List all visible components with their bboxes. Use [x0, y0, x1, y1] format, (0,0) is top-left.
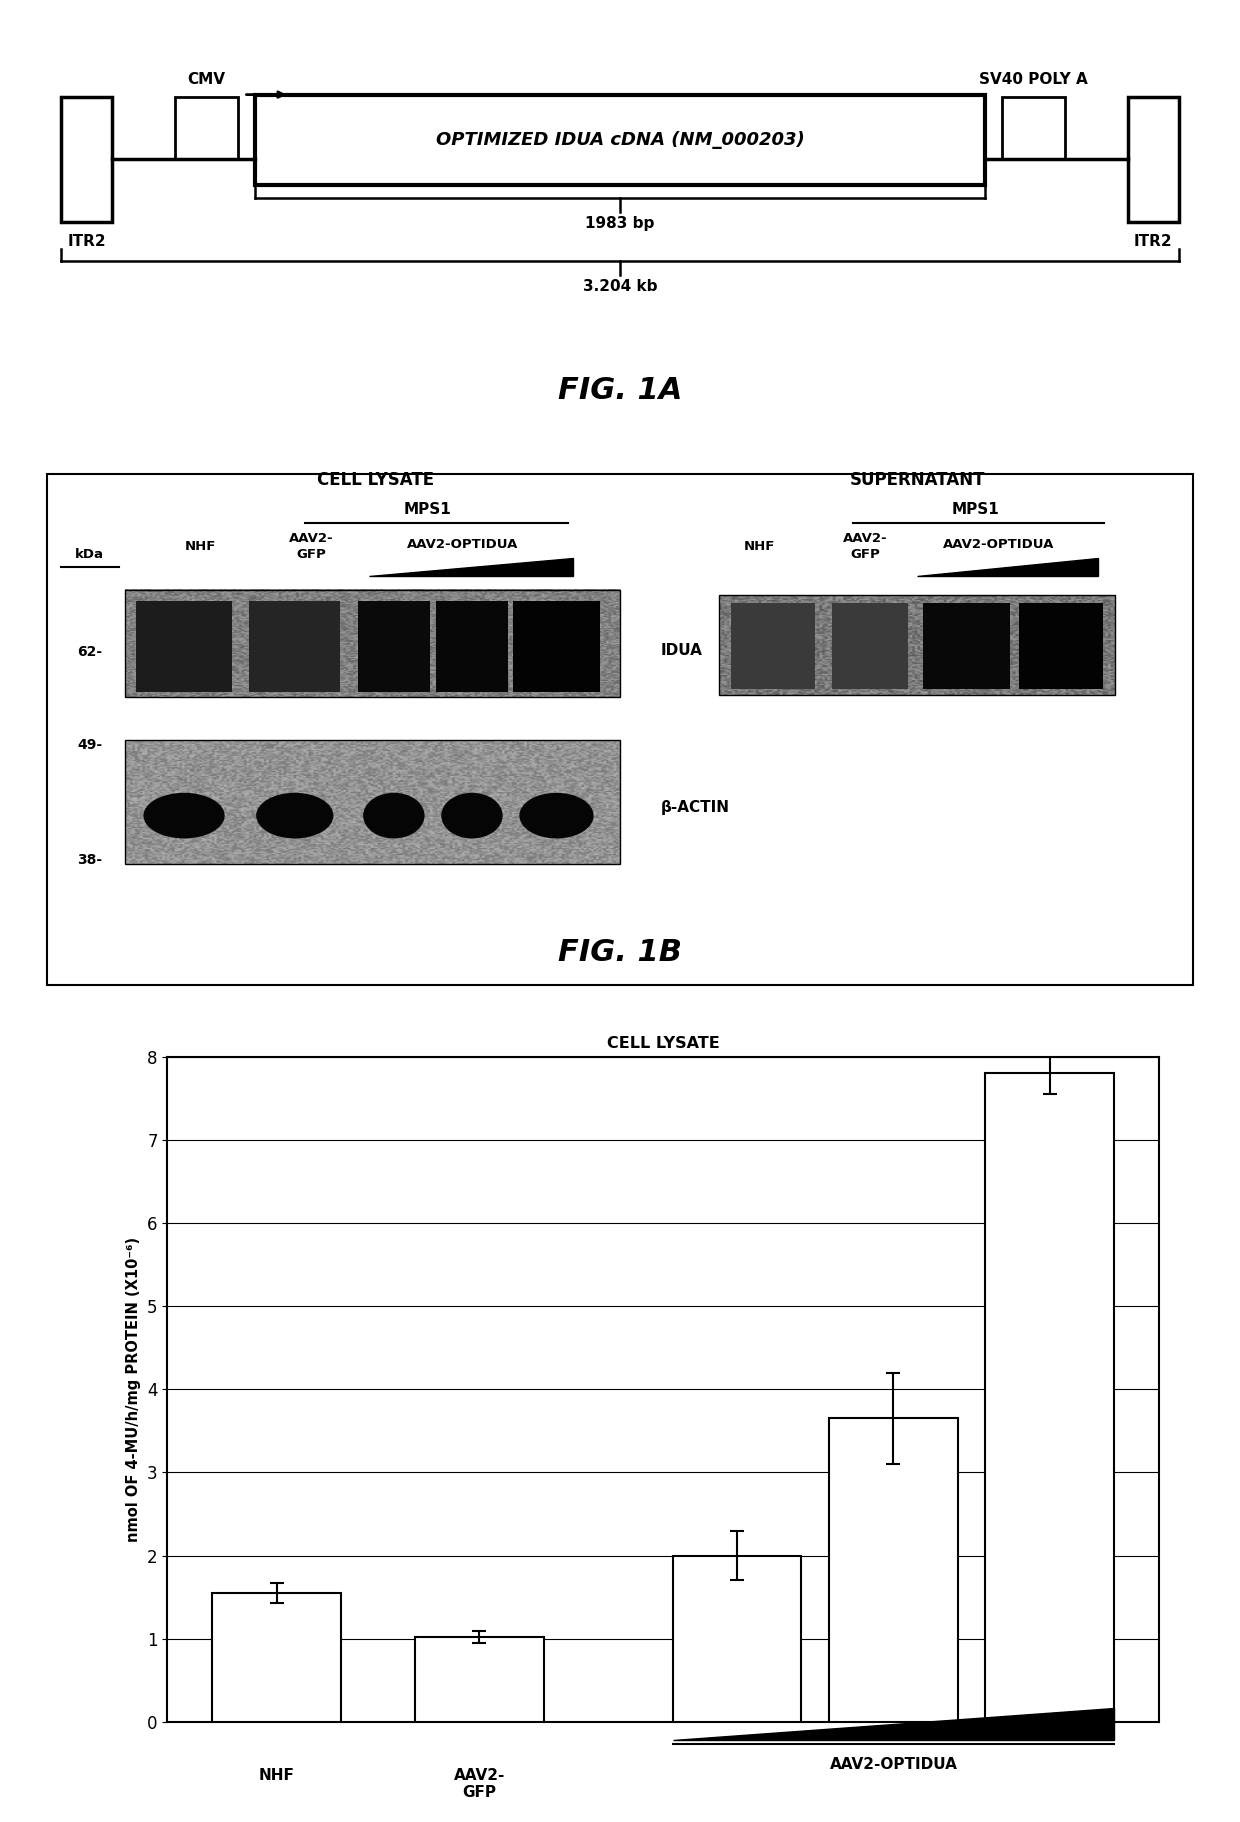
Text: GFP: GFP — [849, 548, 879, 561]
Text: MPS1: MPS1 — [951, 501, 999, 517]
Text: AAV2-OPTIDUA: AAV2-OPTIDUA — [830, 1756, 957, 1771]
Text: SUPERNATANT: SUPERNATANT — [849, 470, 985, 488]
Text: OPTIMIZED IDUA cDNA (NM_000203): OPTIMIZED IDUA cDNA (NM_000203) — [435, 131, 805, 149]
Text: FIG. 1B: FIG. 1B — [558, 938, 682, 967]
Ellipse shape — [520, 793, 594, 838]
Text: ITR2: ITR2 — [1135, 233, 1173, 248]
Bar — [136, 601, 232, 692]
Bar — [513, 601, 600, 692]
Ellipse shape — [257, 793, 334, 838]
Text: NHF: NHF — [744, 541, 775, 554]
Bar — [672, 1556, 801, 1722]
Title: CELL LYSATE: CELL LYSATE — [608, 1037, 719, 1051]
Bar — [435, 601, 508, 692]
Text: AAV2-: AAV2- — [289, 532, 334, 545]
Bar — [1002, 97, 1065, 159]
Bar — [830, 1418, 957, 1722]
Polygon shape — [918, 558, 1097, 576]
Text: SV40 POLY A: SV40 POLY A — [980, 71, 1087, 87]
Ellipse shape — [441, 793, 502, 838]
Text: AAV2-OPTIDUA: AAV2-OPTIDUA — [407, 537, 518, 550]
Bar — [358, 601, 430, 692]
Bar — [1127, 97, 1179, 222]
Bar — [986, 1073, 1115, 1722]
Text: NHF: NHF — [259, 1767, 295, 1782]
Bar — [415, 1636, 544, 1722]
Bar — [719, 596, 1116, 694]
Text: 49-: 49- — [77, 738, 102, 752]
Text: AAV2-
GFP: AAV2- GFP — [454, 1767, 505, 1800]
Bar — [249, 601, 340, 692]
Text: CELL LYSATE: CELL LYSATE — [316, 470, 434, 488]
Text: GFP: GFP — [296, 548, 326, 561]
Text: FIG. 1A: FIG. 1A — [558, 375, 682, 404]
Text: AAV2-OPTIDUA: AAV2-OPTIDUA — [944, 537, 1054, 550]
Bar — [175, 97, 238, 159]
Bar — [730, 603, 815, 689]
Text: CMV: CMV — [187, 71, 226, 87]
Polygon shape — [672, 1709, 1115, 1740]
Text: 1983 bp: 1983 bp — [585, 217, 655, 231]
Text: AAV2-: AAV2- — [842, 532, 887, 545]
Bar — [124, 740, 620, 864]
Text: β-ACTIN: β-ACTIN — [661, 800, 730, 814]
Text: 3.204 kb: 3.204 kb — [583, 279, 657, 293]
Text: NHF: NHF — [185, 541, 216, 554]
Polygon shape — [370, 558, 573, 576]
Y-axis label: nmol OF 4-MU/h/mg PROTEIN (X10⁻⁶): nmol OF 4-MU/h/mg PROTEIN (X10⁻⁶) — [126, 1237, 141, 1541]
Text: kDa: kDa — [76, 548, 104, 561]
Bar — [1018, 603, 1102, 689]
Text: 38-: 38- — [77, 853, 102, 867]
Bar — [124, 590, 620, 698]
Text: IDUA: IDUA — [661, 643, 703, 658]
Text: 62-: 62- — [77, 645, 102, 660]
Bar — [832, 603, 908, 689]
Text: ITR2: ITR2 — [67, 233, 105, 248]
Ellipse shape — [363, 793, 424, 838]
Text: MPS1: MPS1 — [404, 501, 451, 517]
Bar — [212, 1592, 341, 1722]
Bar — [61, 97, 113, 222]
Bar — [255, 95, 985, 184]
Bar — [923, 603, 1011, 689]
Ellipse shape — [144, 793, 224, 838]
